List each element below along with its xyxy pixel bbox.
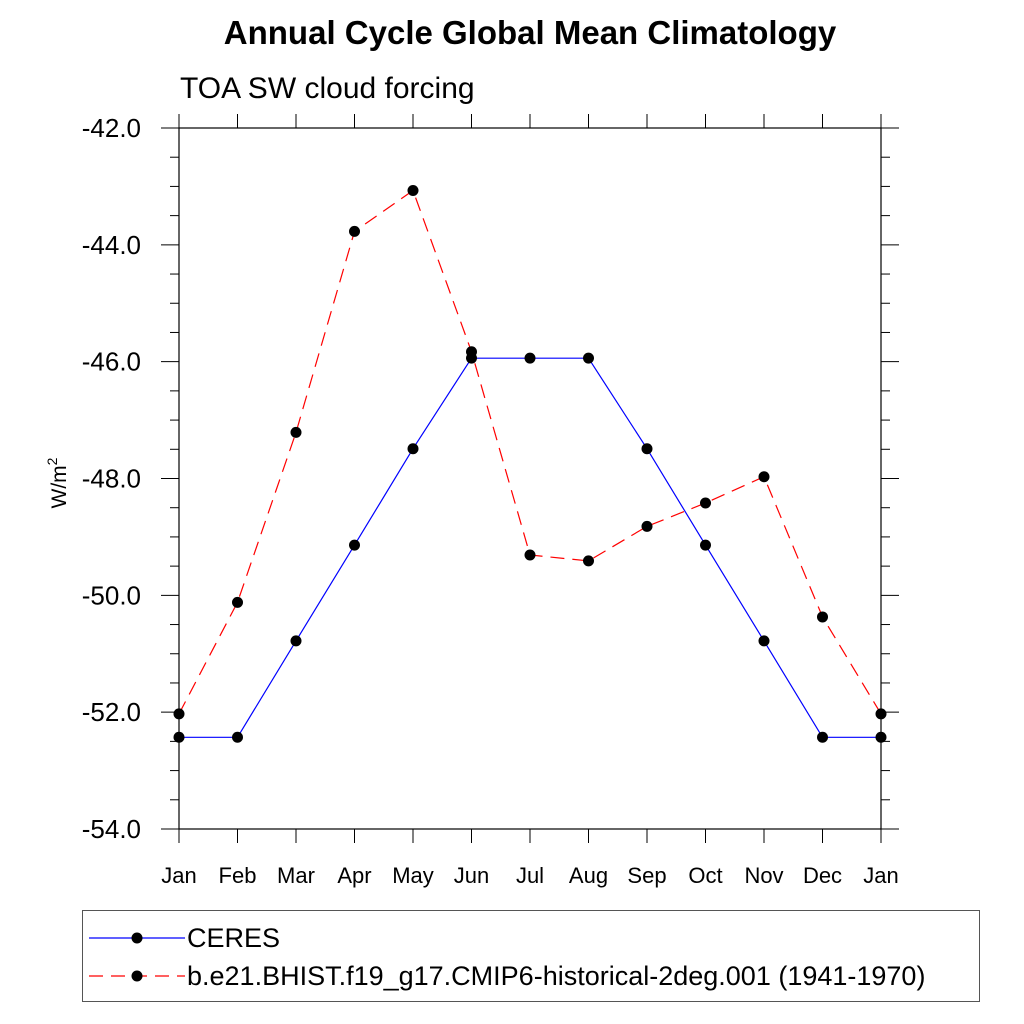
series-0-point [524, 352, 536, 364]
x-tick-label: Aug [569, 863, 608, 888]
legend-item-ceres: CERES [83, 919, 979, 957]
chart-subtitle: TOA SW cloud forcing [180, 72, 475, 105]
y-tick-label: -42.0 [82, 113, 141, 143]
legend-swatch-model [89, 970, 185, 982]
series-0-point [758, 635, 770, 647]
series-0-point [583, 352, 594, 364]
series-1-point [641, 520, 653, 532]
x-tick-label: Oct [688, 863, 722, 888]
series-0-point [817, 731, 828, 743]
legend-swatch-ceres [89, 932, 185, 944]
x-tick-label: Jan [863, 863, 898, 888]
chart-legend: CERES b.e21.BHIST.f19_g17.CMIP6-historic… [82, 910, 980, 1002]
x-tick-label: Dec [803, 863, 842, 888]
x-tick-label: Jun [454, 863, 489, 888]
x-tick-label: Jul [516, 863, 544, 888]
series-1-point [700, 497, 711, 509]
series-1-point [875, 708, 887, 720]
chart-title: Annual Cycle Global Mean Climatology [223, 14, 837, 51]
series-1-point [817, 611, 828, 623]
x-tick-label: Apr [337, 863, 371, 888]
y-axis-label: W/m2 [44, 457, 71, 508]
series-1-point [407, 185, 419, 197]
series-1-point [466, 346, 477, 358]
series-line-0 [179, 357, 881, 738]
y-tick-label: -52.0 [82, 697, 141, 727]
y-tick-label: -46.0 [82, 347, 141, 377]
series-1-point [583, 555, 594, 567]
x-tick-label: Nov [744, 863, 783, 888]
series-line-1 [178, 189, 882, 715]
series-0-point [700, 539, 711, 551]
series-0-point [290, 635, 302, 647]
series-0-point [641, 443, 653, 455]
x-tick-label: Jan [161, 863, 196, 888]
y-tick-label: -44.0 [82, 230, 141, 260]
y-tick-label: -54.0 [82, 814, 141, 844]
x-tick-label: Sep [627, 863, 666, 888]
y-tick-label: -50.0 [82, 580, 141, 610]
x-tick-label: May [392, 863, 434, 888]
plot-frame [178, 127, 882, 830]
legend-label-ceres: CERES [187, 923, 281, 953]
x-tick-label: Feb [219, 863, 257, 888]
series-0-point [407, 443, 419, 455]
legend-item-model: b.e21.BHIST.f19_g17.CMIP6-historical-2de… [83, 957, 979, 995]
series-1-point [758, 471, 770, 483]
legend-label-model: b.e21.BHIST.f19_g17.CMIP6-historical-2de… [187, 961, 926, 991]
series-1-point [232, 596, 243, 608]
series-0-point [875, 731, 887, 743]
series-1-point [290, 426, 302, 438]
series-0-point [349, 539, 360, 551]
series-1-point [524, 549, 536, 561]
series-0-point [173, 731, 185, 743]
line-chart: -42.0 -44.0 -46.0 -48.0 -50.0 -52.0 -54.0 Jan Fe… [44, 113, 899, 888]
series-1-point [349, 225, 360, 237]
y-tick-label: -48.0 [82, 464, 141, 494]
x-tick-label: Mar [277, 863, 315, 888]
series-1-point [173, 708, 185, 720]
series-0-point [232, 731, 243, 743]
